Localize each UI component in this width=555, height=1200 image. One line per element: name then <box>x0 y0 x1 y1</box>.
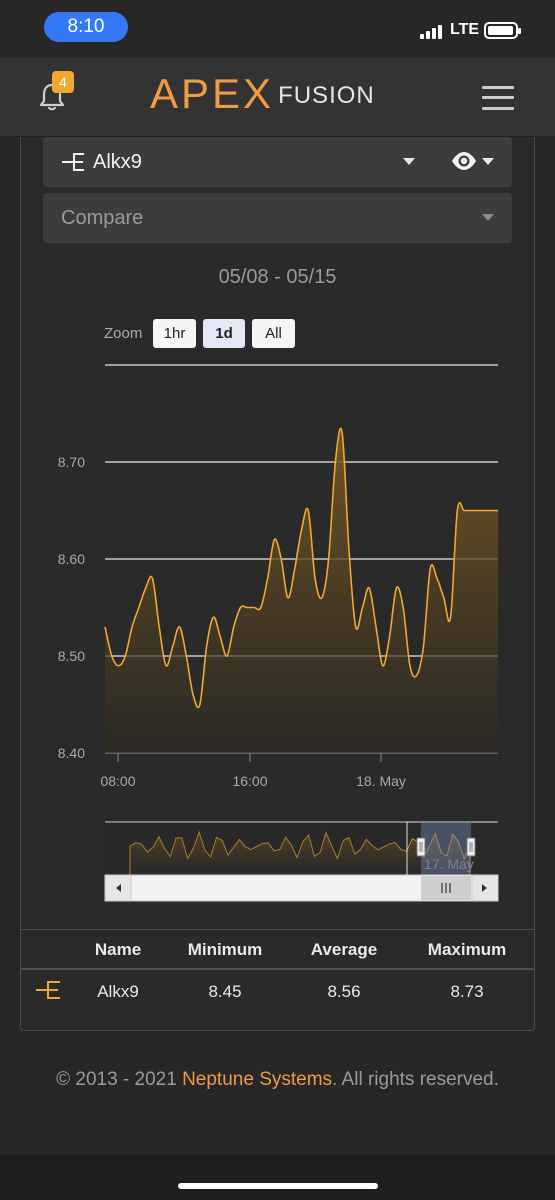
x-tick-label: 16:00 <box>232 773 267 789</box>
y-tick-label: 8.70 <box>58 454 85 470</box>
navigator-handle[interactable] <box>416 837 426 857</box>
chevron-down-icon <box>482 214 494 221</box>
copyright-suffix: . All rights reserved. <box>332 1069 499 1090</box>
row-average: 8.56 <box>327 982 361 1001</box>
zoom-all-button[interactable]: All <box>252 319 295 348</box>
eye-icon[interactable] <box>451 151 477 171</box>
logo-primary: APEX <box>150 70 275 117</box>
scroll-right-arrow-icon <box>482 884 487 892</box>
compare-select[interactable]: Compare <box>43 193 512 243</box>
table-header-divider <box>21 968 534 970</box>
column-header-minimum: Minimum <box>187 940 263 959</box>
series-color-icon <box>36 981 60 999</box>
series-area <box>105 428 498 753</box>
status-bar: 8:10 LTE <box>0 0 555 58</box>
chevron-down-icon[interactable] <box>482 158 494 165</box>
navigator-handle[interactable] <box>466 837 476 857</box>
y-tick-label: 8.60 <box>58 551 85 567</box>
table-top-border <box>21 929 534 930</box>
probe-select[interactable]: Alkx9 <box>43 137 512 187</box>
status-time: 8:10 <box>44 12 128 42</box>
zoom-1hr-button[interactable]: 1hr <box>153 319 196 348</box>
zoom-label: Zoom <box>104 325 143 342</box>
home-indicator[interactable] <box>178 1183 378 1189</box>
alkalinity-chart[interactable]: 8.40 8.50 8.60 8.70 08:00 16:00 18. May 17. M… <box>0 350 555 910</box>
navigator-mask <box>105 822 406 875</box>
apex-fusion-logo[interactable]: APEX FUSION <box>150 70 375 117</box>
notification-count-badge[interactable]: 4 <box>52 71 74 93</box>
zoom-1d-button[interactable]: 1d <box>203 319 245 348</box>
row-maximum: 8.73 <box>450 982 484 1001</box>
chevron-down-icon <box>403 158 415 165</box>
column-header-maximum: Maximum <box>427 940 507 959</box>
navigator-selection[interactable] <box>421 822 471 875</box>
home-indicator-area <box>0 1155 555 1200</box>
y-tick-label: 8.50 <box>58 648 85 664</box>
hamburger-menu-icon[interactable] <box>482 86 514 110</box>
cellular-signal-icon <box>420 23 444 39</box>
compare-placeholder: Compare <box>61 207 144 229</box>
x-tick-label: 18. May <box>356 773 406 789</box>
scroll-left-arrow-icon <box>116 884 121 892</box>
probe-type-icon <box>62 153 84 171</box>
copyright-prefix: © 2013 - 2021 <box>56 1069 183 1090</box>
x-tick-label: 08:00 <box>100 773 135 789</box>
app-header <box>0 58 555 137</box>
battery-icon <box>484 22 521 39</box>
logo-secondary: FUSION <box>278 82 375 109</box>
copyright-footer: © 2013 - 2021 Neptune Systems. All right… <box>0 1069 555 1091</box>
column-header-name: Name <box>94 940 142 959</box>
date-range: 05/08 - 05/15 <box>218 266 337 288</box>
neptune-systems-link[interactable]: Neptune Systems <box>182 1069 333 1090</box>
y-tick-label: 8.40 <box>58 745 85 761</box>
column-header-average: Average <box>310 940 378 959</box>
probe-select-value: Alkx9 <box>93 151 142 173</box>
row-minimum: 8.45 <box>208 982 242 1001</box>
navigator-date-label: 17. May <box>424 856 474 872</box>
series-line[interactable] <box>104 427 498 709</box>
network-label: LTE <box>450 21 480 38</box>
row-name: Alkx9 <box>97 982 139 1001</box>
